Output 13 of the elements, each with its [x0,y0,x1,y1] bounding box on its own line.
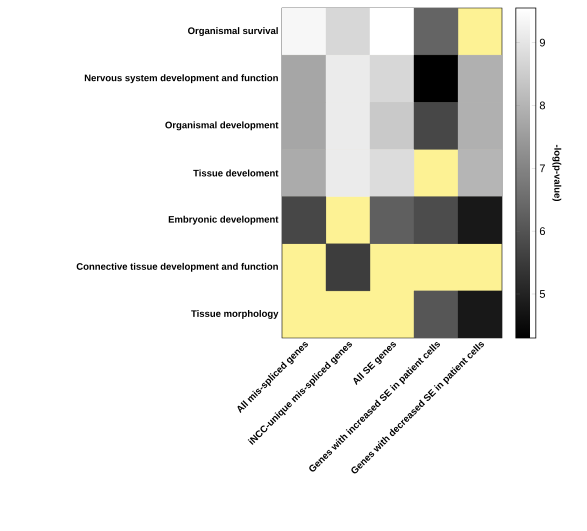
y-tick-label: Nervous system development and function [84,74,278,84]
color-bar-label: 9 [540,38,545,46]
y-tick-label: Embryonic development [168,216,278,225]
y-tick-label: Connective tissue development and function [76,262,278,272]
color-bar-label: 8 [540,102,545,110]
color-bar-label: 5 [540,290,546,298]
y-tick-label: Tissue morphology [191,310,278,319]
y-tick-label: Organismal development [165,121,278,130]
color-bar-title: -log(p-value) [552,144,562,202]
color-bar-label: 7 [540,164,545,172]
color-bar-label: 6 [540,227,545,236]
y-tick-label: Tissue develoment [193,170,278,176]
y-tick-label: Organismal survival [188,27,278,36]
